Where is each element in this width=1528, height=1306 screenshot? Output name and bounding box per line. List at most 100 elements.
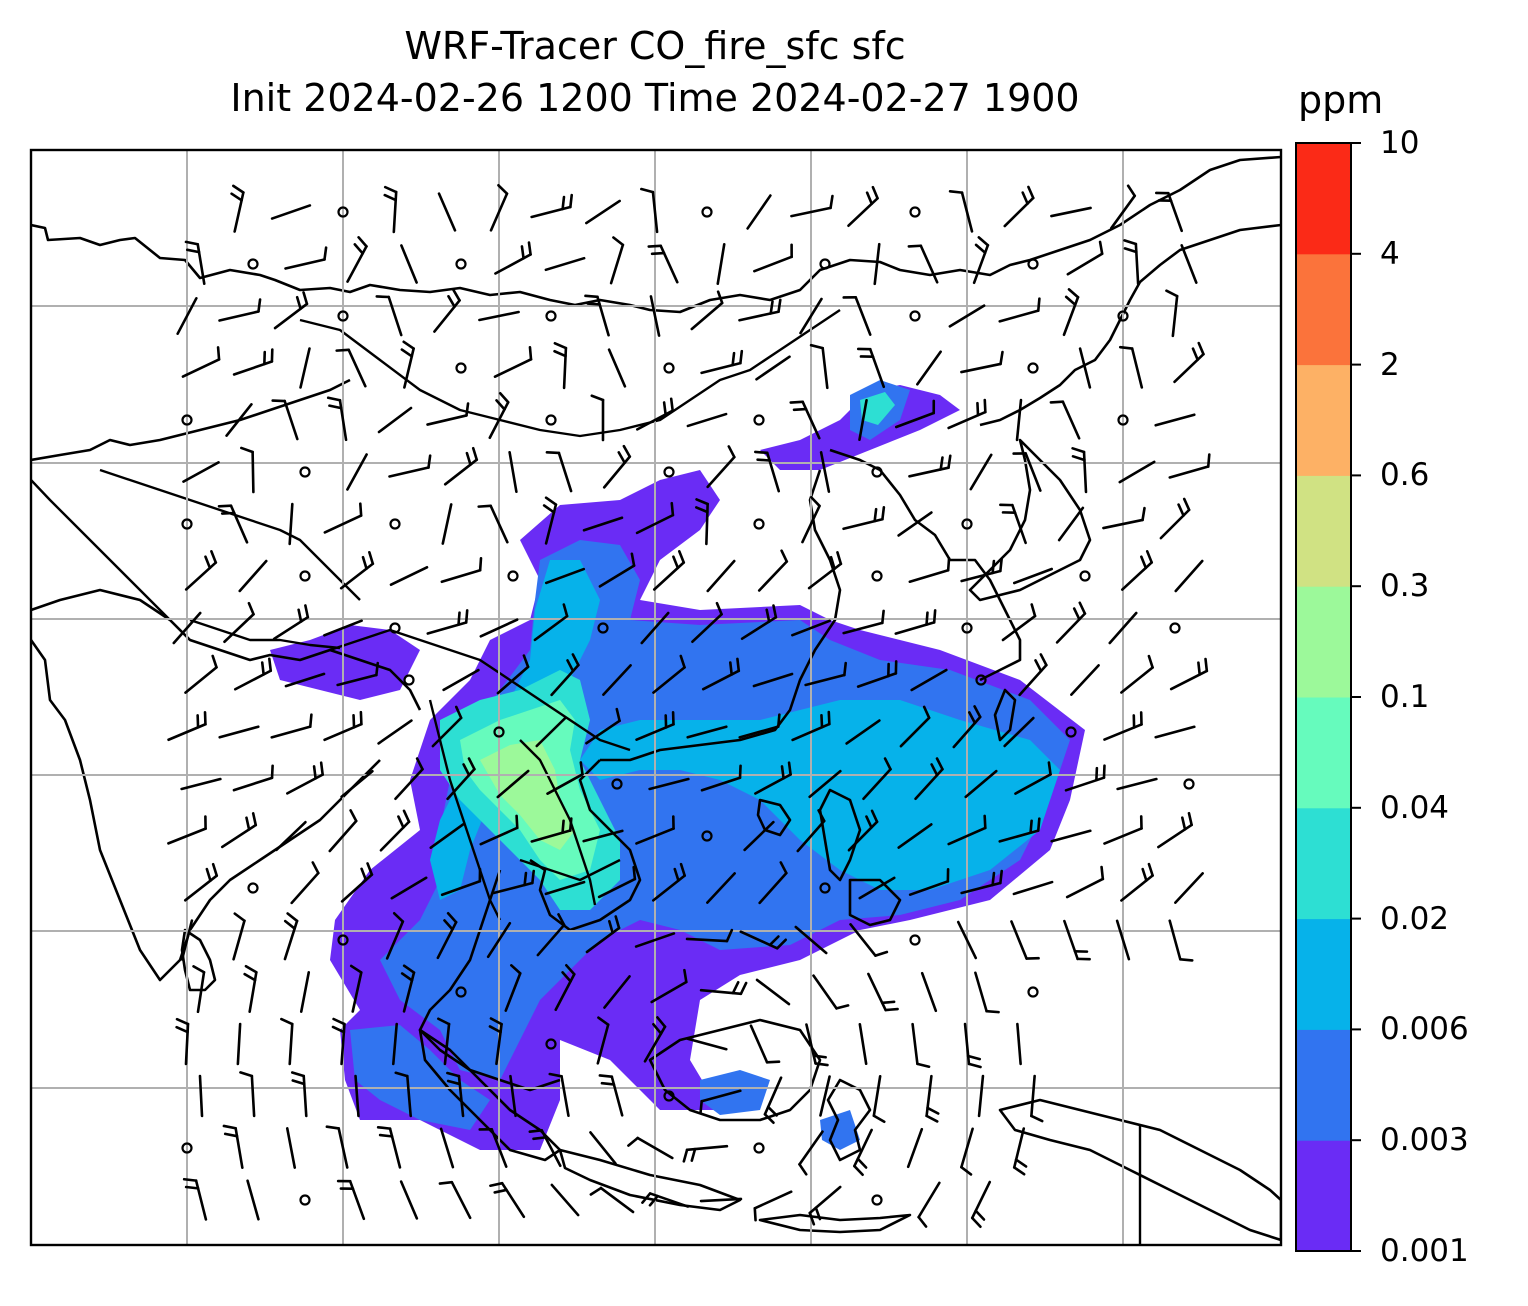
map-frame	[29, 148, 1283, 1247]
calm-wind-circle	[455, 258, 467, 270]
wind-barb	[853, 1128, 873, 1177]
plume-level-2-south	[350, 1025, 490, 1130]
wind-barb	[1012, 1127, 1028, 1176]
wind-barb	[376, 1125, 402, 1169]
wind-barb	[1015, 398, 1023, 442]
wind-barb	[299, 971, 311, 1013]
wind-barb	[649, 295, 661, 337]
wind-barb	[180, 919, 194, 961]
wind-barb	[270, 204, 312, 220]
wind-barb	[602, 664, 632, 696]
wind-barb	[336, 1179, 366, 1221]
wind-barb	[184, 240, 206, 286]
wind-barb	[757, 549, 789, 592]
wind-barb	[1118, 460, 1156, 484]
calm-wind-circle	[819, 258, 831, 270]
wind-barb	[323, 502, 363, 534]
wind-barb	[916, 350, 942, 386]
wind-barb	[349, 964, 363, 1013]
colorbar-band-5	[1296, 586, 1351, 698]
wind-barb	[1173, 341, 1205, 384]
wind-barb	[842, 296, 872, 336]
wind-barb	[908, 867, 950, 897]
calm-wind-circle	[1079, 570, 1091, 582]
calm-wind-circle	[871, 466, 883, 478]
calm-wind-circle	[247, 258, 259, 270]
wind-barb	[682, 1144, 729, 1163]
colorbar-unit-label: ppm	[1298, 78, 1384, 122]
wind-barb	[1070, 664, 1100, 696]
wind-barb	[496, 769, 530, 799]
colorbar-tick-label: 0.02	[1380, 900, 1450, 937]
wind-barb	[443, 446, 479, 486]
wind-barb	[426, 609, 469, 635]
wind-barb	[739, 930, 788, 950]
wind-barb	[640, 187, 659, 234]
wind-barb	[699, 1089, 742, 1115]
wind-barb	[429, 823, 465, 849]
wind-barb	[192, 965, 206, 1014]
calm-wind-circle	[493, 726, 505, 738]
wind-barb	[285, 1127, 297, 1169]
wind-barb	[894, 399, 936, 429]
wind-barb	[582, 829, 624, 843]
wind-barb	[914, 757, 944, 801]
wind-barb	[641, 1192, 690, 1208]
wind-barb	[273, 291, 309, 330]
wind-barb	[1154, 413, 1196, 427]
plume-north-hotspot-inner	[860, 392, 895, 425]
wind-barb	[433, 288, 461, 333]
wind-barb	[1109, 184, 1137, 230]
calm-wind-circle	[961, 518, 973, 530]
wind-barb	[385, 911, 405, 960]
wind-barb	[607, 348, 627, 388]
wind-barb	[640, 611, 670, 645]
wind-barb	[1003, 185, 1035, 228]
wind-barb	[1016, 1022, 1022, 1066]
wind-barb	[533, 603, 569, 642]
wind-barb	[948, 190, 974, 233]
coast-malay	[418, 869, 561, 1092]
wind-barb	[446, 757, 476, 801]
wind-barb	[894, 609, 937, 635]
wind-barb	[589, 1186, 635, 1214]
colorbar-tick-label: 0.3	[1380, 568, 1430, 605]
wind-barb	[1168, 453, 1211, 479]
wind-barb	[328, 809, 358, 853]
wind-barb	[184, 550, 218, 591]
wind-barb	[789, 400, 821, 440]
wind-barb	[477, 504, 509, 544]
wind-barb	[652, 550, 686, 591]
coast-sumatra	[418, 1028, 562, 1162]
calm-wind-circle	[909, 934, 921, 946]
calm-wind-circle	[247, 882, 259, 894]
wind-barb	[441, 503, 453, 545]
calm-wind-circle	[337, 206, 349, 218]
calm-wind-circle	[611, 778, 623, 790]
colorbar-tick-label: 0.1	[1380, 679, 1430, 715]
wind-barb	[695, 498, 709, 546]
wind-barb	[390, 876, 428, 900]
wind-barb	[807, 551, 843, 590]
wind-barb	[283, 912, 299, 961]
wind-barb	[1001, 603, 1037, 642]
coast-java	[558, 1148, 742, 1212]
wind-barb	[230, 184, 245, 233]
calm-wind-circle	[389, 622, 401, 634]
wind-barb	[550, 653, 580, 697]
wind-barb	[753, 243, 793, 273]
wind-barb	[635, 711, 675, 741]
calm-wind-circle	[871, 1194, 883, 1206]
calm-wind-circle	[1027, 986, 1039, 998]
wind-barb	[389, 565, 429, 587]
wind-barb	[963, 1022, 982, 1069]
calm-wind-circle	[455, 986, 467, 998]
wind-barb	[379, 809, 411, 852]
wind-barb	[545, 451, 573, 493]
wind-barb	[1012, 880, 1054, 896]
wind-barb	[758, 861, 788, 905]
calm-wind-circle	[871, 570, 883, 582]
calm-wind-circle	[701, 206, 713, 218]
wind-barb	[325, 1125, 349, 1169]
